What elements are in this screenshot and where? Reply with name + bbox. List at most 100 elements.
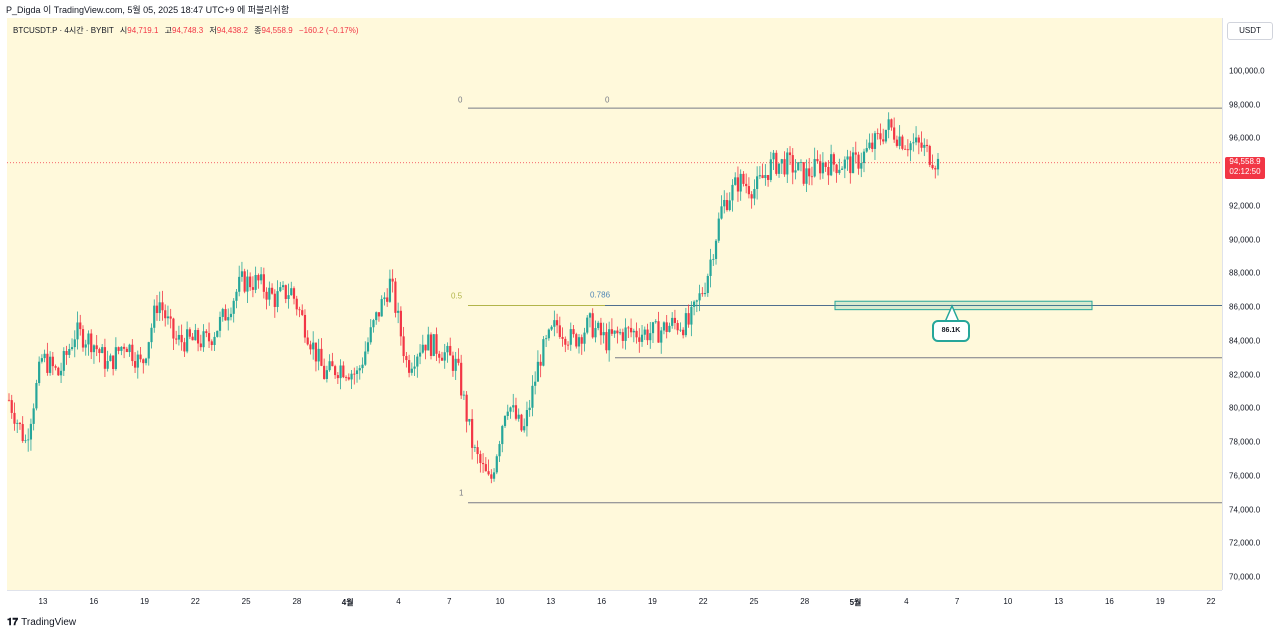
candle-body[interactable] — [117, 347, 120, 351]
time-axis[interactable] — [7, 590, 1222, 609]
candle-body[interactable] — [312, 342, 315, 350]
candle-body[interactable] — [517, 414, 520, 419]
candle-body[interactable] — [610, 329, 613, 334]
candle-body[interactable] — [539, 361, 542, 366]
candle-body[interactable] — [769, 159, 772, 180]
candle-body[interactable] — [756, 176, 759, 190]
candle-body[interactable] — [246, 276, 249, 292]
candle-body[interactable] — [542, 339, 545, 366]
candle-body[interactable] — [914, 137, 918, 143]
candle-body[interactable] — [583, 332, 586, 344]
candle-body[interactable] — [487, 471, 490, 475]
candle-body[interactable] — [745, 183, 748, 187]
candle-body[interactable] — [501, 426, 504, 445]
support-zone[interactable] — [834, 300, 1093, 311]
candle-body[interactable] — [79, 322, 82, 330]
candle-body[interactable] — [876, 133, 879, 135]
candle-body[interactable] — [536, 361, 539, 382]
candle-body[interactable] — [668, 325, 671, 332]
candle-body[interactable] — [654, 321, 657, 323]
candle-body[interactable] — [366, 342, 370, 352]
candle-body[interactable] — [635, 330, 638, 338]
candle-body[interactable] — [394, 281, 397, 313]
candle-body[interactable] — [520, 414, 523, 431]
candle-body[interactable] — [802, 162, 805, 184]
candle-body[interactable] — [632, 330, 635, 333]
candle-body[interactable] — [901, 136, 904, 149]
candle-body[interactable] — [377, 312, 381, 317]
candle-body[interactable] — [832, 154, 835, 165]
candle-body[interactable] — [917, 137, 920, 143]
candle-body[interactable] — [471, 418, 474, 448]
candle-body[interactable] — [328, 361, 331, 371]
candle-body[interactable] — [550, 326, 553, 330]
candle-body[interactable] — [136, 354, 139, 368]
candle-body[interactable] — [57, 367, 60, 376]
candle-body[interactable] — [720, 206, 723, 219]
candle-body[interactable] — [62, 351, 65, 371]
candle-body[interactable] — [120, 346, 123, 351]
candle-body[interactable] — [416, 356, 419, 367]
candle-body[interactable] — [227, 317, 230, 321]
candle-body[interactable] — [936, 158, 940, 170]
currency-unit-button[interactable]: USDT — [1227, 22, 1273, 40]
candle-body[interactable] — [388, 278, 392, 302]
candle-body[interactable] — [643, 329, 646, 335]
candle-body[interactable] — [334, 366, 337, 376]
candle-body[interactable] — [723, 199, 726, 207]
candle-body[interactable] — [95, 345, 98, 350]
candle-body[interactable] — [830, 154, 833, 176]
candle-body[interactable] — [476, 447, 479, 455]
candle-body[interactable] — [125, 348, 128, 353]
legend-symbol[interactable]: BTCUSDT.P · 4시간 · BYBIT — [13, 26, 114, 35]
candle-body[interactable] — [605, 332, 608, 351]
candle-body[interactable] — [177, 334, 181, 340]
candle-body[interactable] — [166, 316, 170, 319]
candle-body[interactable] — [90, 333, 93, 353]
candle-body[interactable] — [73, 339, 76, 348]
candle-body[interactable] — [893, 127, 896, 140]
candle-body[interactable] — [309, 344, 312, 350]
candle-body[interactable] — [358, 368, 361, 371]
candle-body[interactable] — [133, 361, 137, 368]
candle-body[interactable] — [191, 336, 194, 341]
candle-body[interactable] — [873, 133, 877, 149]
candle-body[interactable] — [249, 276, 252, 288]
candle-body[interactable] — [851, 152, 855, 174]
candle-body[interactable] — [506, 411, 509, 416]
candle-body[interactable] — [268, 287, 271, 300]
tradingview-logo[interactable]: 𝟏𝟕 TradingView — [7, 617, 76, 628]
candle-body[interactable] — [772, 152, 775, 160]
candle-body[interactable] — [898, 136, 901, 146]
candle-body[interactable] — [440, 357, 444, 361]
candle-body[interactable] — [290, 288, 293, 296]
candle-body[interactable] — [871, 142, 874, 149]
candle-body[interactable] — [353, 373, 356, 375]
candle-body[interactable] — [857, 154, 860, 169]
candle-body[interactable] — [98, 349, 101, 354]
candle-body[interactable] — [788, 152, 792, 156]
candle-body[interactable] — [479, 454, 482, 463]
candle-body[interactable] — [224, 309, 227, 321]
candle-body[interactable] — [106, 361, 109, 369]
candle-body[interactable] — [446, 345, 449, 353]
candle-body[interactable] — [909, 143, 912, 151]
candle-body[interactable] — [821, 162, 825, 174]
candle-body[interactable] — [698, 293, 701, 301]
candle-body[interactable] — [424, 344, 427, 351]
candle-body[interactable] — [295, 298, 298, 310]
candle-body[interactable] — [923, 144, 926, 148]
candle-body[interactable] — [484, 464, 487, 472]
candle-body[interactable] — [301, 310, 304, 315]
candle-body[interactable] — [421, 344, 424, 353]
candle-body[interactable] — [747, 186, 751, 195]
candle-body[interactable] — [229, 313, 233, 318]
candle-body[interactable] — [81, 329, 85, 348]
candle-body[interactable] — [122, 346, 126, 349]
candle-body[interactable] — [879, 133, 882, 140]
candle-body[interactable] — [281, 285, 285, 288]
candle-body[interactable] — [646, 329, 649, 341]
candle-body[interactable] — [142, 359, 145, 364]
candle-body[interactable] — [92, 345, 96, 353]
candle-body[interactable] — [621, 332, 624, 341]
